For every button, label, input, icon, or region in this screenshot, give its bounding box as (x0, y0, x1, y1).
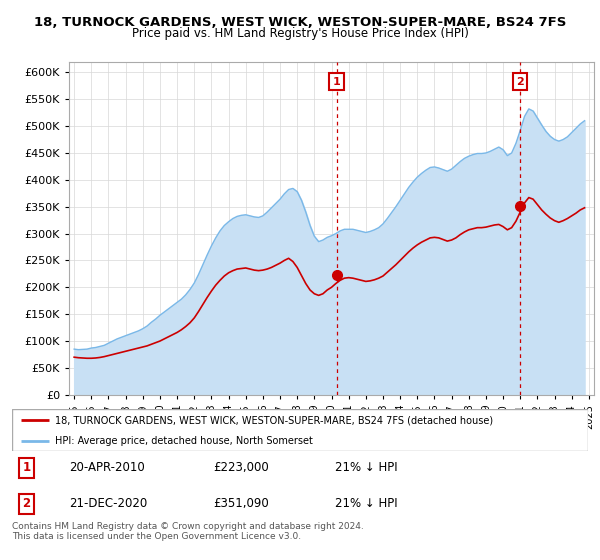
Text: 18, TURNOCK GARDENS, WEST WICK, WESTON-SUPER-MARE, BS24 7FS (detached house): 18, TURNOCK GARDENS, WEST WICK, WESTON-S… (55, 415, 493, 425)
Text: 2: 2 (22, 497, 31, 510)
Text: £223,000: £223,000 (214, 461, 269, 474)
Text: 21% ↓ HPI: 21% ↓ HPI (335, 461, 397, 474)
Text: 21% ↓ HPI: 21% ↓ HPI (335, 497, 397, 510)
Text: 2: 2 (516, 77, 524, 87)
Text: 1: 1 (333, 77, 341, 87)
Text: £351,090: £351,090 (214, 497, 269, 510)
Text: Price paid vs. HM Land Registry's House Price Index (HPI): Price paid vs. HM Land Registry's House … (131, 27, 469, 40)
Text: 20-APR-2010: 20-APR-2010 (70, 461, 145, 474)
Text: 1: 1 (22, 461, 31, 474)
Text: 18, TURNOCK GARDENS, WEST WICK, WESTON-SUPER-MARE, BS24 7FS: 18, TURNOCK GARDENS, WEST WICK, WESTON-S… (34, 16, 566, 29)
Text: Contains HM Land Registry data © Crown copyright and database right 2024.
This d: Contains HM Land Registry data © Crown c… (12, 522, 364, 542)
Text: HPI: Average price, detached house, North Somerset: HPI: Average price, detached house, Nort… (55, 436, 313, 446)
Text: 21-DEC-2020: 21-DEC-2020 (70, 497, 148, 510)
